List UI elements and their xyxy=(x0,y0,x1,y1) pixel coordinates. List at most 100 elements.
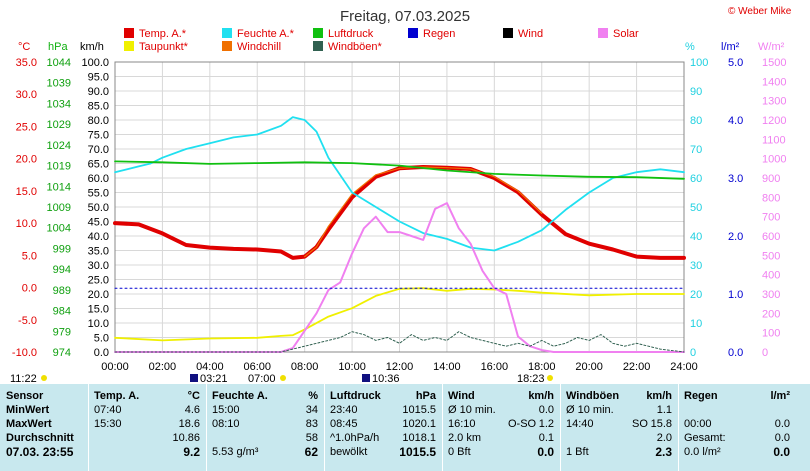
sunrise-icon xyxy=(190,374,198,382)
press-tick: 1039 xyxy=(47,78,71,90)
wind-tick: 65.0 xyxy=(88,159,109,171)
sun-marker xyxy=(547,375,553,381)
axis-unit-press: hPa xyxy=(48,41,68,53)
axis-unit-rain: l/m² xyxy=(721,41,740,53)
stats-head: Luftdruck xyxy=(330,390,381,402)
wind-tick: 40.0 xyxy=(88,231,109,243)
hum-tick: 80 xyxy=(690,115,702,127)
sun-marker xyxy=(280,375,286,381)
press-tick: 999 xyxy=(53,243,71,255)
stats-value: 1.1 xyxy=(656,404,672,416)
stats-time: 0 Bft xyxy=(448,446,471,458)
day-length: 11:22 xyxy=(10,373,37,384)
legend-swatch xyxy=(313,28,323,38)
legend-label: Taupunkt* xyxy=(139,41,189,53)
rain-tick: 2.0 xyxy=(728,231,743,243)
stats-dir: O-SO xyxy=(508,418,537,430)
wind-tick: 20.0 xyxy=(88,289,109,301)
stats-value: 15.8 xyxy=(650,418,672,430)
stats-divider xyxy=(442,384,443,471)
stats-table xyxy=(0,384,810,471)
stats-head: Sensor xyxy=(6,390,44,402)
press-tick: 1019 xyxy=(47,161,71,173)
stats-label: Durchschnitt xyxy=(6,432,74,444)
stats-time: bewölkt xyxy=(330,446,368,458)
x-tick: 08:00 xyxy=(291,361,319,373)
press-tick: 994 xyxy=(53,264,71,276)
stats-value: 1018.1 xyxy=(402,432,436,444)
wind-tick: 75.0 xyxy=(88,130,109,142)
solar-tick: 600 xyxy=(762,231,780,243)
stats-col-rain: Regen l/m² 00:00 0.0 Gesamt: 0.0 0.0 l/m² 0.… xyxy=(684,389,794,459)
stats-label: MinWert xyxy=(6,404,50,416)
stats-col-sensor: Sensor MinWert MaxWert Durchschnitt 07.0… xyxy=(6,389,86,459)
stats-col-wind: Wind km/h Ø 10 min. 0.0 16:10 O-SO 1.2 2.0 k… xyxy=(448,389,558,459)
stats-value: 58 xyxy=(305,432,318,444)
stats-current: 0.0 xyxy=(773,445,790,459)
wind-tick: 90.0 xyxy=(88,86,109,98)
legend-label: Luftdruck xyxy=(328,28,374,40)
stats-time: Gesamt: xyxy=(684,432,726,444)
temp-tick: 15.0 xyxy=(16,186,37,198)
legend-label: Feuchte A.* xyxy=(237,28,295,40)
stats-unit: hPa xyxy=(415,390,436,402)
solar-tick: 900 xyxy=(762,173,780,185)
legend-swatch xyxy=(124,28,134,38)
stats-dir: SO xyxy=(632,418,648,430)
wind-tick: 55.0 xyxy=(88,188,109,200)
press-tick: 1029 xyxy=(47,119,71,131)
wind-tick: 45.0 xyxy=(88,217,109,229)
stats-value: 18.6 xyxy=(178,418,200,430)
wind-tick: 5.0 xyxy=(94,333,109,345)
stats-value: 10.86 xyxy=(172,432,200,444)
press-tick: 979 xyxy=(53,326,71,338)
stats-head: Temp. A. xyxy=(94,390,140,402)
stats-value: 34 xyxy=(305,404,318,416)
x-tick: 04:00 xyxy=(196,361,224,373)
series-line xyxy=(114,160,685,180)
temp-tick: 0.0 xyxy=(22,283,37,295)
solar-tick: 1200 xyxy=(762,115,786,127)
solar-tick: 200 xyxy=(762,308,780,320)
temp-tick: 30.0 xyxy=(16,89,37,101)
x-tick: 20:00 xyxy=(575,361,603,373)
temp-tick: -5.0 xyxy=(18,315,37,327)
solar-tick: 1400 xyxy=(762,76,786,88)
press-tick: 989 xyxy=(53,285,71,297)
stats-value: 0.0 xyxy=(774,418,790,430)
wind-tick: 10.0 xyxy=(88,318,109,330)
morning-time: 07:00 xyxy=(248,373,276,384)
wind-tick: 85.0 xyxy=(88,101,109,113)
hum-tick: 40 xyxy=(690,231,702,243)
rain-tick: 0.0 xyxy=(728,347,743,359)
solar-tick: 1000 xyxy=(762,154,786,166)
credit-label: © Weber Mike xyxy=(728,6,792,17)
wind-tick: 100.0 xyxy=(81,57,109,69)
hum-tick: 60 xyxy=(690,173,702,185)
hum-tick: 30 xyxy=(690,260,702,272)
x-tick: 18:00 xyxy=(528,361,556,373)
stats-divider xyxy=(560,384,561,471)
hum-tick: 20 xyxy=(690,289,702,301)
stats-divider xyxy=(88,384,89,471)
stats-time: 16:10 xyxy=(448,418,476,430)
solar-tick: 1300 xyxy=(762,96,786,108)
hum-tick: 90 xyxy=(690,86,702,98)
stats-value: 1.2 xyxy=(538,418,554,430)
press-tick: 984 xyxy=(53,306,71,318)
stats-time: 2.0 km xyxy=(448,432,482,444)
press-tick: 1024 xyxy=(47,140,71,152)
stats-current: 0.0 xyxy=(537,445,554,459)
press-tick: 1009 xyxy=(47,202,71,214)
hum-tick: 10 xyxy=(690,318,702,330)
x-tick: 24:00 xyxy=(670,361,698,373)
stats-time: 15:00 xyxy=(212,404,240,416)
solar-tick: 800 xyxy=(762,192,780,204)
wind-tick: 60.0 xyxy=(88,173,109,185)
solar-tick: 1500 xyxy=(762,57,786,69)
press-tick: 1004 xyxy=(47,223,71,235)
weather-chart: Freitag, 07.03.2025 © Weber Mike Temp. A.*… xyxy=(10,6,792,384)
x-tick: 10:00 xyxy=(338,361,366,373)
wind-tick: 0.0 xyxy=(94,347,109,359)
stats-current: 62 xyxy=(304,445,318,459)
